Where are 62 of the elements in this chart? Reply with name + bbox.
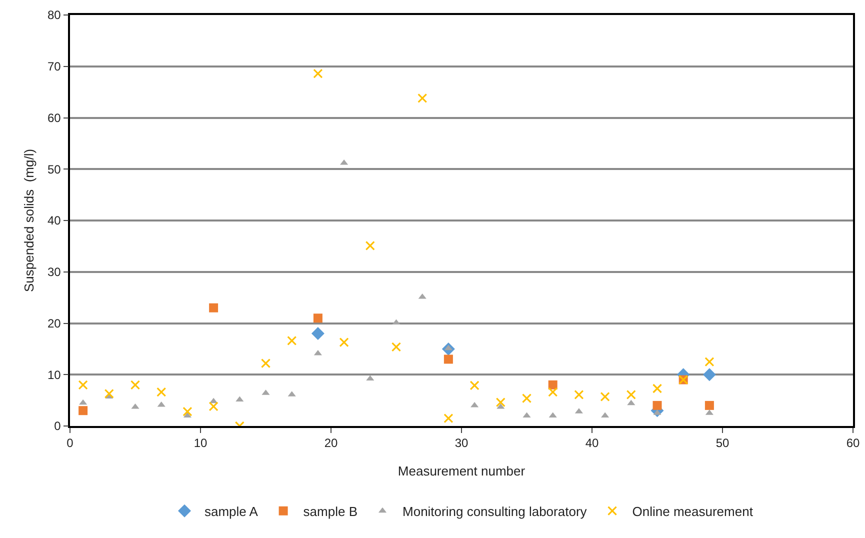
point: [313, 314, 322, 323]
point: [496, 403, 505, 409]
x-tick-label: 20: [324, 436, 338, 450]
y-tick-label: 50: [47, 162, 62, 176]
point: [157, 401, 166, 407]
point: [365, 240, 375, 250]
point: [78, 380, 88, 390]
point: [287, 336, 297, 346]
point: [260, 358, 271, 368]
y-tick-label: 10: [47, 368, 62, 382]
point: [444, 413, 454, 424]
point: [340, 159, 348, 165]
point: [78, 406, 88, 416]
y-tick-label: 0: [54, 419, 62, 434]
x-tick-label: 60: [846, 436, 860, 450]
point: [418, 93, 428, 104]
point: [600, 392, 610, 402]
point: [311, 327, 324, 340]
legend-label: sample B: [303, 504, 358, 519]
point: [704, 356, 714, 367]
x-tick-label: 40: [585, 436, 599, 450]
point: [236, 396, 244, 402]
y-tick-label: 40: [47, 214, 62, 228]
y-tick-label: 60: [47, 110, 62, 125]
point: [209, 303, 218, 312]
point: [574, 390, 584, 400]
point: [496, 398, 506, 408]
point: [522, 393, 532, 404]
legend-label: sample A: [204, 504, 258, 519]
x-tick-label: 30: [454, 436, 468, 450]
legend-label: Online measurement: [632, 504, 754, 519]
point: [156, 387, 166, 397]
point: [652, 400, 662, 410]
point: [339, 337, 349, 348]
point: [79, 399, 88, 405]
legend-label: Monitoring consulting laboratory: [402, 504, 588, 519]
point: [130, 380, 140, 390]
point: [104, 388, 114, 398]
point: [182, 406, 192, 416]
x-tick-label: 50: [716, 436, 730, 450]
y-axis-title: Suspended solids (mg/l): [22, 148, 36, 292]
point: [131, 403, 140, 409]
point: [652, 384, 662, 394]
point: [444, 354, 453, 364]
point: [470, 380, 480, 390]
x-tick-label: 10: [194, 436, 208, 450]
y-tick-label: 80: [47, 8, 62, 22]
y-tick-label: 70: [47, 60, 62, 74]
point: [548, 380, 558, 390]
point: [391, 342, 402, 352]
point: [208, 402, 218, 412]
point: [470, 402, 479, 408]
point: [626, 390, 636, 400]
x-tick-label: 0: [66, 436, 74, 450]
y-tick-label: 20: [47, 316, 62, 330]
point: [704, 400, 714, 410]
y-tick-label: 30: [47, 265, 62, 280]
point: [313, 68, 323, 78]
point: [548, 387, 558, 397]
point: [627, 400, 636, 406]
x-axis-title: Measurement number: [398, 464, 526, 478]
point: [702, 368, 716, 382]
